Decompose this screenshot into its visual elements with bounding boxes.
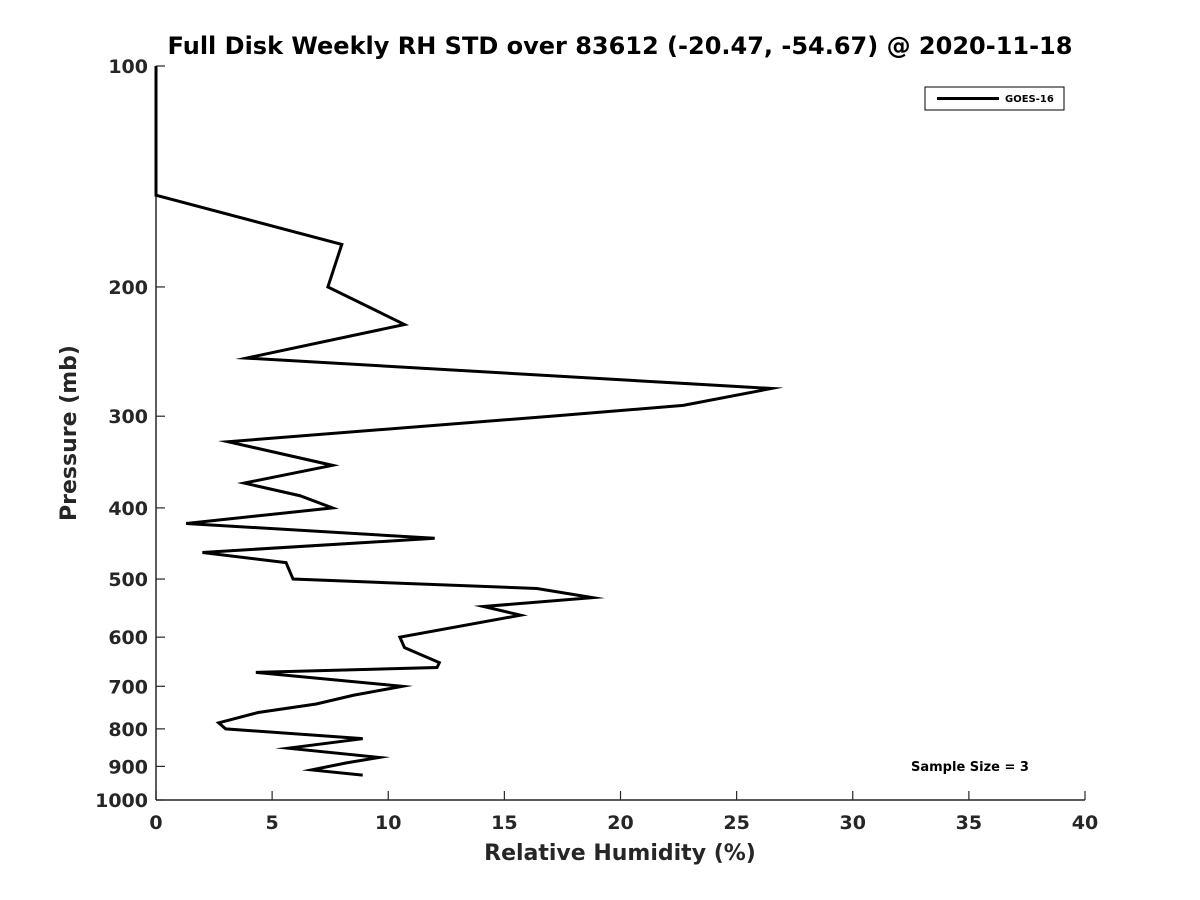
series-group [154, 66, 784, 777]
x-tick-label: 30 [840, 812, 866, 834]
sample-size-annotation: Sample Size = 3 [911, 760, 1029, 775]
y-tick-label: 1000 [95, 790, 148, 812]
y-tick-label: 500 [108, 569, 148, 591]
x-tick-label: 10 [375, 812, 401, 834]
x-tick-label: 40 [1072, 812, 1098, 834]
y-tick-label: 600 [108, 627, 148, 649]
legend: GOES-16 [924, 86, 1065, 111]
y-tick-label: 700 [108, 676, 148, 698]
x-tick-label: 20 [607, 812, 633, 834]
legend-label-goes-16: GOES-16 [1005, 94, 1054, 105]
y-tick-label: 800 [108, 719, 148, 741]
y-tick-label: 200 [108, 277, 148, 299]
y-tick-label: 900 [108, 756, 148, 778]
x-tick-label: 15 [491, 812, 517, 834]
chart-title: Full Disk Weekly RH STD over 83612 (-20.… [168, 32, 1073, 60]
x-tick-label: 0 [149, 812, 162, 834]
y-axis-label: Pressure (mb) [57, 345, 82, 521]
plot-area: 100 200 300 400 500 600 700 800 900 1000 0 5 10 15 20… [95, 56, 1098, 834]
x-axis-label: Relative Humidity (%) [484, 841, 756, 866]
x-tick-label: 35 [956, 812, 982, 834]
y-axis-ticks: 100 200 300 400 500 600 700 800 900 1000 [95, 56, 165, 812]
y-tick-label: 400 [108, 498, 148, 520]
x-tick-label: 5 [266, 812, 279, 834]
y-tick-label: 300 [108, 406, 148, 428]
x-axis-ticks: 0 5 10 15 20 25 30 35 40 [149, 791, 1098, 834]
series-line-goes-16 [154, 66, 784, 777]
x-tick-label: 25 [723, 812, 749, 834]
y-tick-label: 100 [108, 56, 148, 78]
